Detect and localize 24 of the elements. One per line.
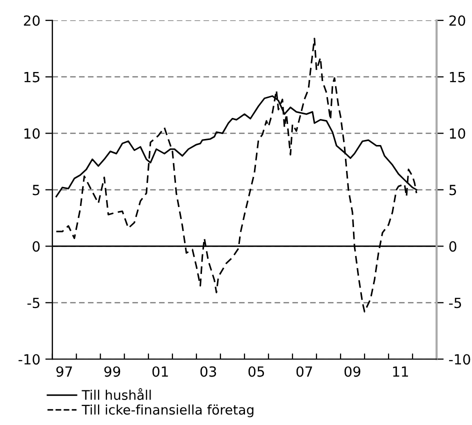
y-tick-label: 0: [32, 241, 40, 252]
x-tick-label: 03: [200, 366, 216, 377]
y2-tick-label: -5: [449, 298, 462, 308]
y-tick-label: -5: [27, 298, 40, 308]
y2-tick-label: 15: [450, 72, 465, 82]
y-tick-label: -10: [18, 354, 40, 365]
y-tick-label: 15: [24, 72, 40, 82]
y2-tick-label: 20: [449, 15, 466, 26]
x-tick-label: 97: [56, 366, 72, 377]
y2-tick-label: 0: [449, 241, 456, 252]
y-tick-label: 5: [32, 184, 40, 196]
y-tick-label: 10: [24, 128, 40, 139]
x-tick-label: 09: [344, 366, 360, 377]
x-tick-label: 99: [104, 366, 120, 377]
x-tick-label: 05: [248, 366, 264, 377]
y2-tick-label: 5: [449, 184, 456, 196]
x-tick-label: 07: [296, 366, 312, 377]
legend-label: Till icke-finansiella företag: [82, 404, 254, 418]
x-tick-label: 01: [152, 366, 168, 377]
legend-label: Till hushåll: [82, 388, 151, 400]
x-tick-label: 11: [393, 366, 408, 377]
y2-tick-label: -10: [449, 354, 470, 365]
y-tick-label: 20: [24, 15, 40, 26]
y2-tick-label: 10: [450, 128, 466, 139]
